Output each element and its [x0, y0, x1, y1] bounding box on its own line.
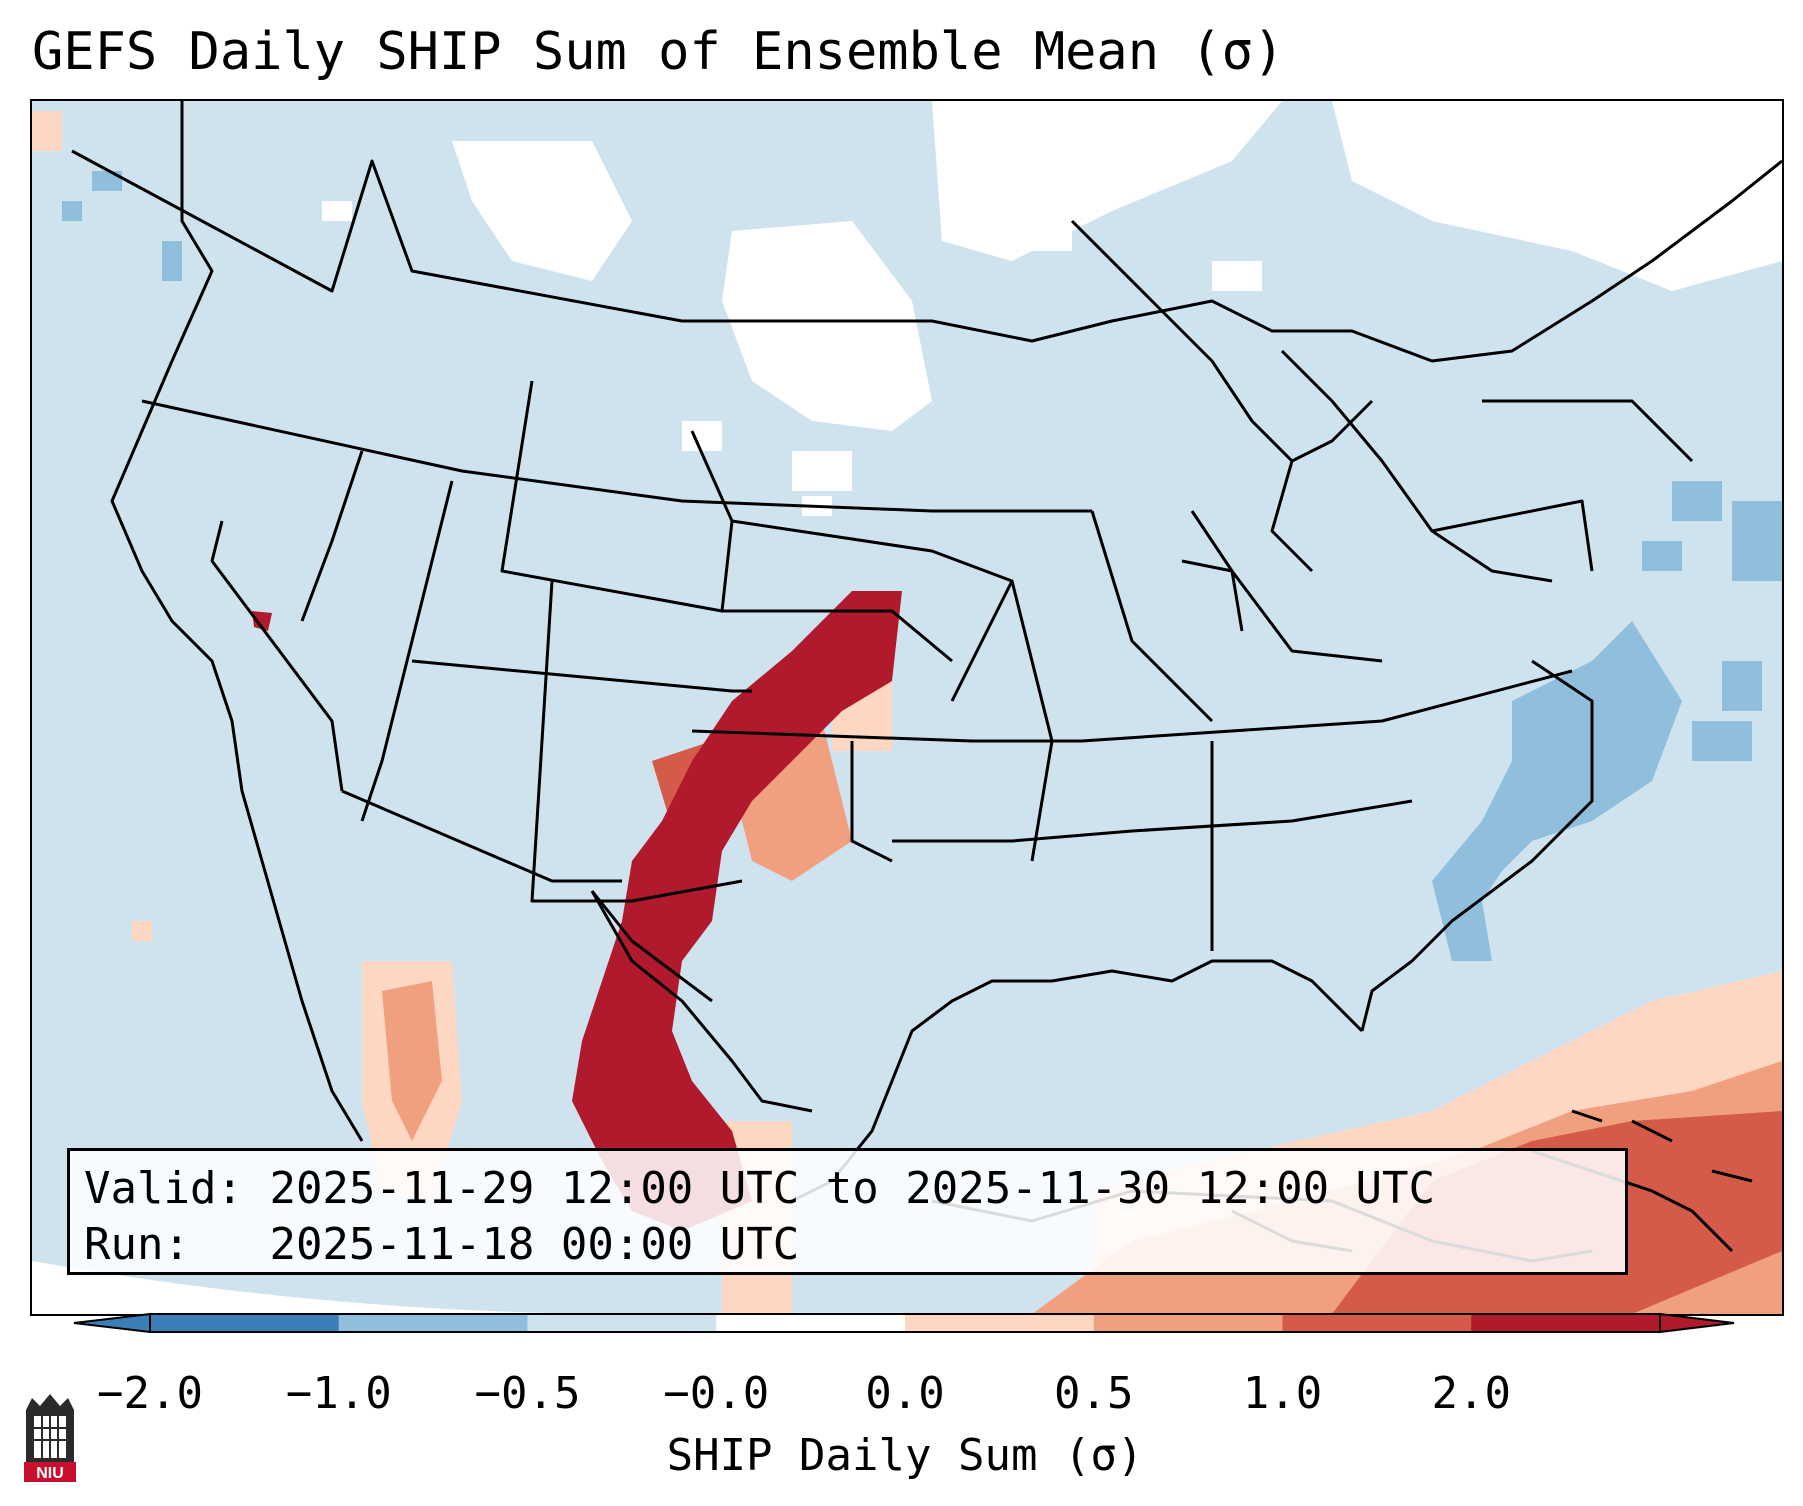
map-panel[interactable] [30, 99, 1784, 1316]
colorbar-max-extension [1659, 1312, 1735, 1334]
colorbar-tick-label: −2.0 [97, 1368, 203, 1419]
colorbar-segment [338, 1314, 528, 1332]
map-svg [32, 101, 1782, 1314]
negative-anomaly-atlantic [62, 171, 1782, 961]
colorbar-segment [1471, 1314, 1661, 1332]
run-value: 2025-11-18 00:00 UTC [269, 1219, 800, 1270]
colorbar-tick-label: 1.0 [1242, 1368, 1323, 1419]
colorbar-segment [905, 1314, 1095, 1332]
colorbar [73, 1312, 1735, 1334]
colorbar-segment [1093, 1314, 1283, 1332]
chart-title: GEFS Daily SHIP Sum of Ensemble Mean (σ) [32, 22, 1285, 82]
colorbar-min-extension [73, 1312, 151, 1334]
colorbar-segment [150, 1314, 340, 1332]
run-label: Run: [84, 1219, 190, 1270]
colorbar-tick-label: 0.5 [1054, 1368, 1134, 1419]
colorbar-tick-label: −1.0 [285, 1368, 392, 1419]
valid-value: 2025-11-29 12:00 UTC to 2025-11-30 12:00… [269, 1163, 1436, 1214]
colorbar-segment [716, 1314, 906, 1332]
colorbar-label: SHIP Daily Sum (σ) [666, 1430, 1144, 1481]
colorbar-tick-label: 0.0 [865, 1368, 945, 1419]
colorbar-segments [150, 1314, 1661, 1332]
colorbar-tick-label: −0.0 [663, 1368, 770, 1419]
info-box: Valid: 2025-11-29 12:00 UTC to 2025-11-3… [67, 1148, 1628, 1275]
boundaries [71, 101, 1782, 1263]
logo-text: NIU [36, 1465, 64, 1482]
niu-logo-icon: NIU [24, 1394, 76, 1482]
valid-label: Valid: [84, 1163, 243, 1214]
positive-anomaly-extreme [252, 591, 902, 1231]
colorbar-tick-label: −0.5 [474, 1368, 581, 1419]
colorbar-tick-label: 2.0 [1431, 1368, 1511, 1419]
colorbar-segment [1282, 1314, 1472, 1332]
colorbar-segment [527, 1314, 717, 1332]
